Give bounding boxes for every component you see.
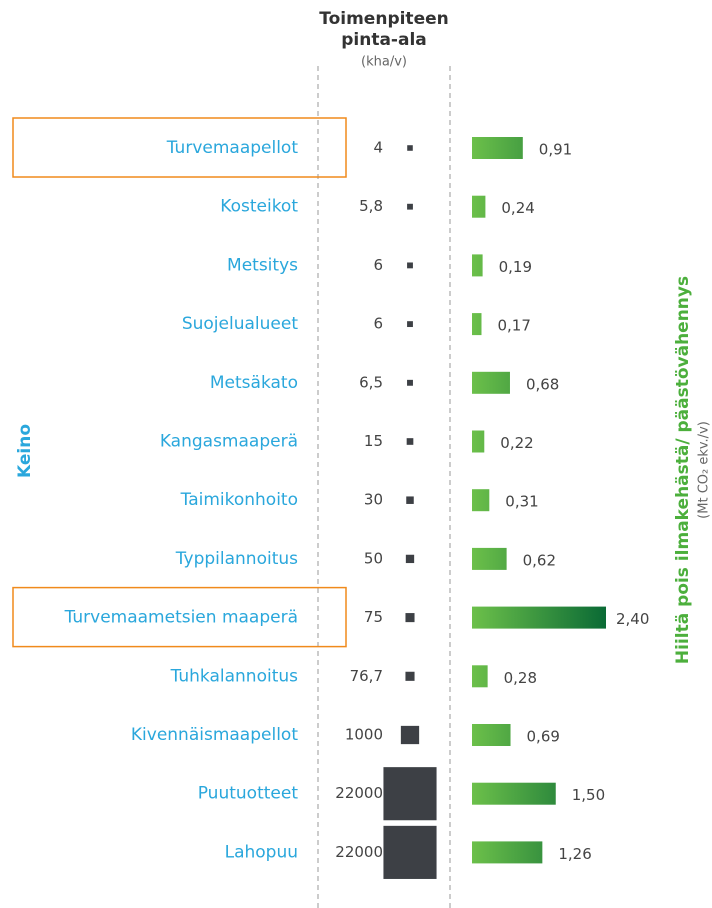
area-label: 1000 [345, 726, 383, 744]
reduction-bar [472, 547, 507, 570]
area-title: pinta-ala [341, 30, 427, 50]
area-label: 6 [373, 256, 383, 274]
area-label: 76,7 [350, 667, 383, 685]
category-label: Metsitys [227, 255, 298, 275]
area-square [406, 438, 414, 445]
reduction-bar [472, 724, 511, 746]
y-axis-label: Keino [15, 424, 35, 478]
reduction-bar [472, 606, 606, 629]
reduction-label: 0,31 [505, 493, 538, 511]
area-square [405, 613, 415, 623]
area-label: 50 [364, 549, 383, 567]
reduction-bar [472, 137, 523, 159]
category-label: Suojelualueet [182, 314, 298, 334]
category-label: Turvemaapellot [166, 138, 299, 158]
reduction-bar [472, 195, 486, 218]
area-label: 4 [373, 139, 383, 157]
area-title: Toimenpiteen [319, 9, 448, 29]
highlight-box [12, 586, 347, 648]
reduction-label: 0,17 [497, 317, 530, 335]
reduction-label: 0,24 [501, 199, 534, 217]
reduction-label: 0,69 [527, 728, 560, 746]
reduction-label: 0,28 [504, 669, 537, 687]
area-label: 6 [373, 315, 383, 333]
area-label: 5,8 [359, 197, 383, 215]
reduction-bar [472, 489, 490, 512]
area-square [407, 321, 413, 328]
area-label: 22000 [335, 784, 383, 802]
reduction-label: 0,91 [539, 141, 572, 159]
reduction-bar [472, 430, 485, 453]
reduction-label: 0,19 [499, 258, 532, 276]
area-square [407, 262, 413, 269]
category-label: Tuhkalannoitus [170, 666, 299, 686]
area-square [407, 379, 413, 386]
reduction-bar [472, 841, 543, 864]
reduction-unit: (Mt CO₂ ekv./v) [697, 421, 712, 519]
area-square [407, 203, 413, 210]
reduction-bar [472, 371, 510, 394]
category-label: Taimikonhoito [180, 490, 298, 510]
category-label: Kivennäismaapellot [131, 725, 298, 745]
category-label: Lahopuu [225, 842, 298, 862]
highlight-box [12, 117, 347, 178]
reduction-bar [472, 313, 482, 336]
area-square [405, 554, 415, 564]
category-label: Metsäkato [210, 373, 298, 393]
reduction-bar [472, 665, 488, 688]
area-square [383, 825, 437, 879]
area-square [383, 767, 437, 821]
reduction-label: 0,62 [523, 551, 556, 569]
reduction-bar [472, 782, 556, 805]
category-label: Puutuotteet [198, 784, 299, 804]
area-square [406, 496, 414, 504]
area-label: 15 [364, 432, 383, 450]
category-label: Kangasmaaperä [160, 432, 298, 452]
category-label: Typpilannoitus [175, 549, 298, 569]
reduction-label: 0,22 [500, 434, 533, 452]
reduction-title: Hiiltä pois ilmakehästä/ päästövähennys [673, 276, 693, 664]
reduction-label: 1,50 [572, 786, 605, 804]
reduction-label: 1,26 [558, 845, 591, 863]
area-label: 6,5 [359, 373, 383, 391]
area-square [407, 145, 413, 151]
reduction-label: 2,40 [616, 610, 649, 628]
area-label: 22000 [335, 843, 383, 861]
area-label: 75 [364, 608, 383, 626]
category-label: Kosteikot [220, 197, 298, 217]
area-unit: (kha/v) [361, 55, 407, 70]
reduction-label: 0,68 [526, 375, 559, 393]
area-label: 30 [364, 491, 383, 509]
category-label: Turvemaametsien maaperä [64, 608, 298, 628]
area-square [405, 671, 415, 681]
reduction-bar [472, 254, 483, 277]
area-square [400, 725, 420, 745]
